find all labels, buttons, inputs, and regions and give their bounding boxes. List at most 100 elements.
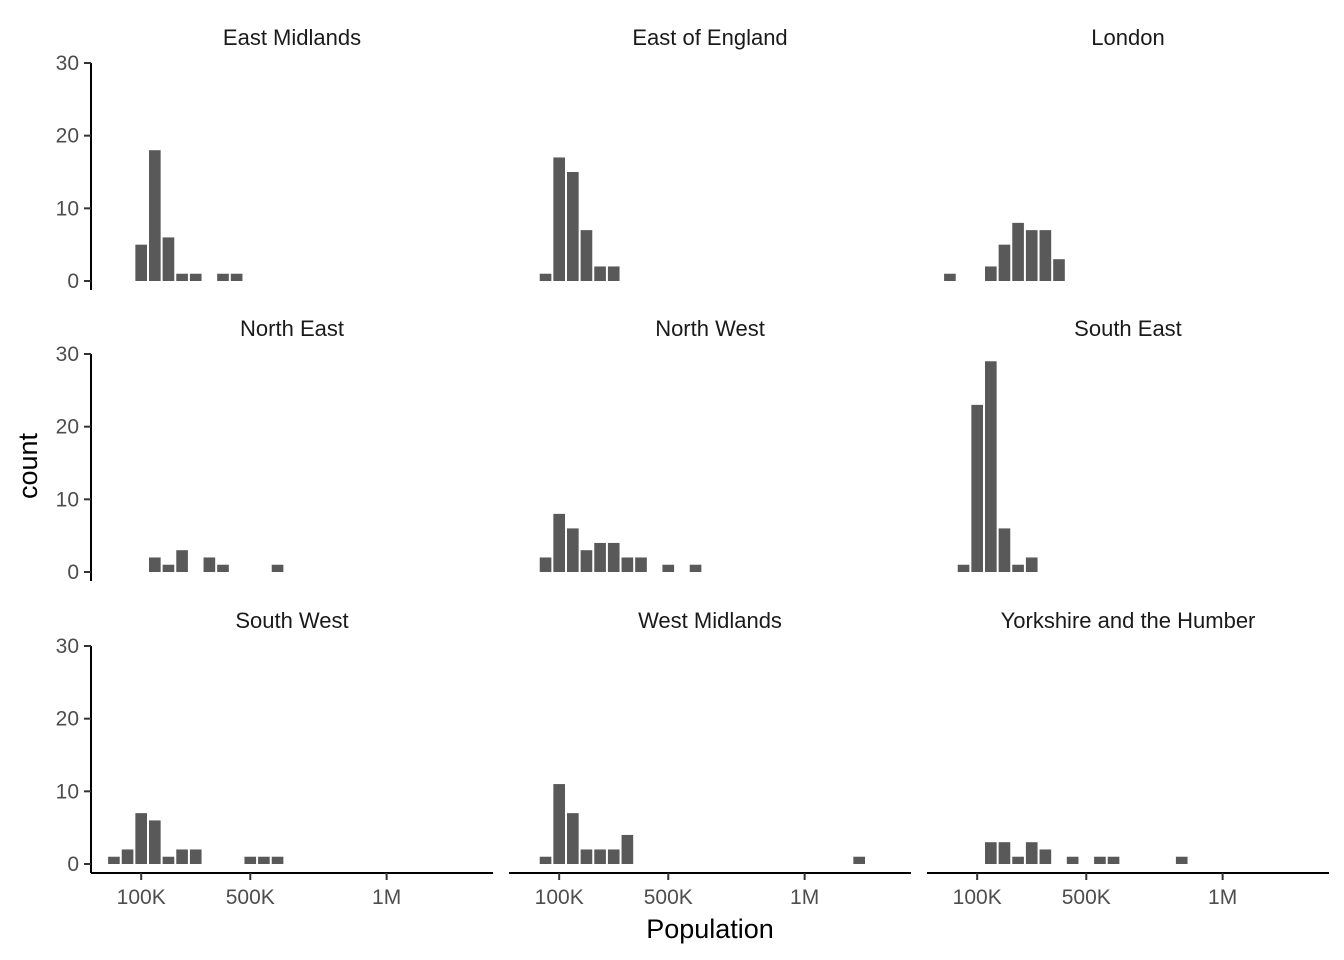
panel-east-midlands: East Midlands 0 10 20 30 xyxy=(56,25,361,293)
histogram-bar xyxy=(1012,222,1024,281)
histogram-bar xyxy=(1039,849,1052,864)
x-tick-label: 1M xyxy=(790,886,819,909)
y-tick-label: 20 xyxy=(56,416,79,439)
histogram-bar xyxy=(149,557,161,572)
histogram-bar xyxy=(594,266,606,281)
histogram-bar xyxy=(135,813,147,864)
panel-title: East of England xyxy=(632,25,787,50)
histogram-bar xyxy=(580,230,593,281)
panel-title: East Midlands xyxy=(223,25,361,50)
panel-title: South East xyxy=(1074,316,1182,341)
x-tick-label: 500K xyxy=(644,886,693,909)
y-tick-label: 10 xyxy=(56,488,79,511)
histogram-bar xyxy=(176,550,188,572)
histogram-bar xyxy=(203,557,216,572)
histogram-bar xyxy=(662,564,675,572)
x-tick-label: 100K xyxy=(535,886,584,909)
x-tick-label: 500K xyxy=(1062,886,1111,909)
histogram-bar xyxy=(1094,856,1106,864)
panel-north-west: North West xyxy=(539,316,765,572)
histogram-bar xyxy=(621,834,634,864)
panels-layer: East Midlands 0 10 20 30 East of England Londo… xyxy=(56,25,1329,909)
panel-title: London xyxy=(1091,25,1164,50)
histogram-bar xyxy=(230,273,243,281)
y-tick-label: 10 xyxy=(56,197,79,220)
x-axis-title: Population xyxy=(646,914,774,944)
histogram-bar xyxy=(853,856,865,864)
panel-title: South West xyxy=(235,608,348,633)
histogram-bar xyxy=(998,244,1011,281)
x-tick-label: 100K xyxy=(117,886,166,909)
histogram-bar xyxy=(580,550,593,572)
histogram-bar xyxy=(553,784,565,864)
histogram-bar xyxy=(271,564,284,572)
panel-title: Yorkshire and the Humber xyxy=(1001,608,1256,633)
histogram-bar xyxy=(944,273,956,281)
histogram-bar xyxy=(217,273,229,281)
y-axis-title: count xyxy=(13,432,43,499)
histogram-bar xyxy=(539,557,552,572)
panel-south-west: South West 0 10 20 30 100K 500K 1M xyxy=(56,608,493,909)
histogram-bar xyxy=(553,157,565,281)
y-tick-label: 0 xyxy=(67,853,79,876)
histogram-bar xyxy=(971,404,983,572)
x-tick-label: 100K xyxy=(953,886,1002,909)
histogram-bar xyxy=(1025,230,1038,281)
histogram-bar xyxy=(985,266,997,281)
histogram-bar xyxy=(1066,856,1079,864)
y-tick-label: 30 xyxy=(56,343,79,366)
histogram-bar xyxy=(162,237,175,281)
histogram-bar xyxy=(149,820,161,864)
histogram-bar xyxy=(244,856,257,864)
histogram-bar xyxy=(580,849,593,864)
histogram-bar xyxy=(607,266,620,281)
y-tick-label: 0 xyxy=(67,561,79,584)
panel-yorkshire-and-the-humber: Yorkshire and the Humber 100K 500K 1M xyxy=(927,608,1329,909)
panel-north-east: North East 0 10 20 30 xyxy=(56,316,344,584)
histogram-bar xyxy=(1012,856,1024,864)
histogram-bar xyxy=(108,856,120,864)
histogram-bar xyxy=(1025,842,1038,864)
y-tick-label: 30 xyxy=(56,635,79,658)
histogram-bar xyxy=(189,273,202,281)
panel-west-midlands: West Midlands 100K 500K 1M xyxy=(509,608,911,909)
histogram-bar xyxy=(176,849,188,864)
y-tick-label: 20 xyxy=(56,125,79,148)
histogram-bar xyxy=(121,849,134,864)
y-tick-label: 30 xyxy=(56,52,79,75)
histogram-bar xyxy=(567,813,579,864)
histogram-bar xyxy=(217,564,229,572)
histogram-bar xyxy=(258,856,270,864)
histogram-bar xyxy=(162,564,175,572)
histogram-bar xyxy=(985,842,997,864)
histogram-bar xyxy=(621,557,634,572)
panel-title: North East xyxy=(240,316,344,341)
x-tick-label: 1M xyxy=(372,886,401,909)
histogram-bar xyxy=(607,542,620,572)
histogram-bar xyxy=(539,856,552,864)
x-tick-label: 1M xyxy=(1208,886,1237,909)
histogram-bar xyxy=(1107,856,1120,864)
x-tick-label: 500K xyxy=(226,886,275,909)
y-tick-label: 20 xyxy=(56,708,79,731)
histogram-bar xyxy=(1012,564,1024,572)
histogram-bar xyxy=(985,361,997,572)
histogram-bar xyxy=(594,849,606,864)
histogram-bar xyxy=(594,542,606,572)
histogram-bar xyxy=(1025,557,1038,572)
panel-title: North West xyxy=(655,316,765,341)
histogram-bar xyxy=(149,150,161,281)
histogram-bar xyxy=(176,273,188,281)
histogram-bar xyxy=(1039,230,1052,281)
histogram-bar xyxy=(271,856,284,864)
histogram-bar xyxy=(189,849,202,864)
histogram-bar xyxy=(567,172,579,281)
histogram-bar xyxy=(1053,259,1065,281)
y-tick-label: 0 xyxy=(67,270,79,293)
panel-title: West Midlands xyxy=(638,608,782,633)
histogram-bar xyxy=(998,842,1011,864)
histogram-bar xyxy=(957,564,970,572)
histogram-bar xyxy=(567,528,579,572)
y-tick-label: 10 xyxy=(56,780,79,803)
